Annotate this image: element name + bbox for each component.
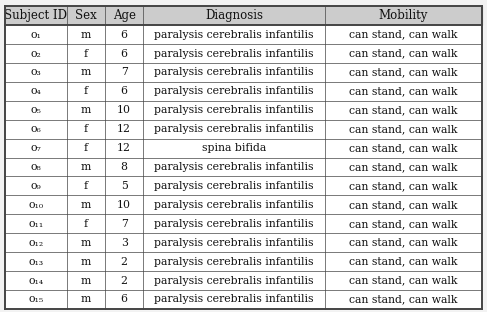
Text: m: m [81, 295, 91, 305]
Text: 7: 7 [121, 67, 128, 77]
Text: o₈: o₈ [31, 162, 41, 172]
Text: 3: 3 [121, 238, 128, 248]
Text: paralysis cerebralis infantilis: paralysis cerebralis infantilis [154, 86, 314, 96]
Bar [5, 233, 482, 252]
Text: paralysis cerebralis infantilis: paralysis cerebralis infantilis [154, 67, 314, 77]
Text: paralysis cerebralis infantilis: paralysis cerebralis infantilis [154, 49, 314, 59]
Text: o₇: o₇ [31, 143, 41, 153]
Text: o₃: o₃ [31, 67, 41, 77]
Text: m: m [81, 275, 91, 285]
Text: 6: 6 [121, 30, 128, 40]
Text: f: f [84, 86, 88, 96]
Text: m: m [81, 162, 91, 172]
Bar [5, 63, 482, 82]
Text: f: f [84, 124, 88, 134]
Text: Subject ID: Subject ID [4, 9, 67, 22]
Text: o₅: o₅ [31, 105, 41, 115]
Text: paralysis cerebralis infantilis: paralysis cerebralis infantilis [154, 124, 314, 134]
Text: can stand, can walk: can stand, can walk [349, 86, 458, 96]
Text: can stand, can walk: can stand, can walk [349, 275, 458, 285]
Text: o₆: o₆ [31, 124, 41, 134]
Text: f: f [84, 181, 88, 191]
Text: paralysis cerebralis infantilis: paralysis cerebralis infantilis [154, 200, 314, 210]
Text: m: m [81, 200, 91, 210]
Bar [5, 271, 482, 290]
Text: f: f [84, 143, 88, 153]
Text: 10: 10 [117, 105, 131, 115]
Bar [5, 139, 482, 158]
Text: 6: 6 [121, 295, 128, 305]
Bar [5, 252, 482, 271]
Text: o₂: o₂ [31, 49, 41, 59]
Bar [5, 177, 482, 195]
Text: can stand, can walk: can stand, can walk [349, 30, 458, 40]
Text: can stand, can walk: can stand, can walk [349, 200, 458, 210]
Text: o₄: o₄ [31, 86, 41, 96]
Text: can stand, can walk: can stand, can walk [349, 49, 458, 59]
Bar [5, 25, 482, 44]
Text: 5: 5 [121, 181, 128, 191]
Text: o₁₀: o₁₀ [28, 200, 43, 210]
Text: can stand, can walk: can stand, can walk [349, 256, 458, 266]
Text: o₁₅: o₁₅ [28, 295, 43, 305]
Bar [5, 6, 482, 25]
Text: Sex: Sex [75, 9, 97, 22]
Text: m: m [81, 30, 91, 40]
Text: 12: 12 [117, 124, 131, 134]
Text: 7: 7 [121, 219, 128, 229]
Text: paralysis cerebralis infantilis: paralysis cerebralis infantilis [154, 162, 314, 172]
Text: can stand, can walk: can stand, can walk [349, 181, 458, 191]
Text: m: m [81, 256, 91, 266]
Text: Mobility: Mobility [379, 9, 428, 22]
Text: 12: 12 [117, 143, 131, 153]
Text: spina bifida: spina bifida [202, 143, 266, 153]
Text: 6: 6 [121, 86, 128, 96]
Text: paralysis cerebralis infantilis: paralysis cerebralis infantilis [154, 219, 314, 229]
Text: can stand, can walk: can stand, can walk [349, 162, 458, 172]
Bar [5, 290, 482, 309]
Text: o₁₄: o₁₄ [28, 275, 43, 285]
Text: paralysis cerebralis infantilis: paralysis cerebralis infantilis [154, 181, 314, 191]
Text: f: f [84, 49, 88, 59]
Text: paralysis cerebralis infantilis: paralysis cerebralis infantilis [154, 30, 314, 40]
Text: f: f [84, 219, 88, 229]
Text: m: m [81, 67, 91, 77]
Text: 8: 8 [121, 162, 128, 172]
Text: paralysis cerebralis infantilis: paralysis cerebralis infantilis [154, 295, 314, 305]
Text: Age: Age [112, 9, 136, 22]
Text: o₁₁: o₁₁ [28, 219, 43, 229]
Text: m: m [81, 238, 91, 248]
Text: 6: 6 [121, 49, 128, 59]
Bar [5, 120, 482, 139]
Bar [5, 44, 482, 63]
Text: 2: 2 [121, 275, 128, 285]
Text: can stand, can walk: can stand, can walk [349, 124, 458, 134]
Text: can stand, can walk: can stand, can walk [349, 238, 458, 248]
Text: can stand, can walk: can stand, can walk [349, 67, 458, 77]
Text: can stand, can walk: can stand, can walk [349, 295, 458, 305]
Text: paralysis cerebralis infantilis: paralysis cerebralis infantilis [154, 105, 314, 115]
Text: m: m [81, 105, 91, 115]
Bar [5, 158, 482, 177]
Bar [5, 195, 482, 214]
Text: o₁: o₁ [31, 30, 41, 40]
Text: can stand, can walk: can stand, can walk [349, 219, 458, 229]
Text: 2: 2 [121, 256, 128, 266]
Bar [5, 214, 482, 233]
Text: o₁₃: o₁₃ [28, 256, 43, 266]
Text: 10: 10 [117, 200, 131, 210]
Text: can stand, can walk: can stand, can walk [349, 105, 458, 115]
Text: can stand, can walk: can stand, can walk [349, 143, 458, 153]
Bar [5, 82, 482, 101]
Text: paralysis cerebralis infantilis: paralysis cerebralis infantilis [154, 256, 314, 266]
Text: paralysis cerebralis infantilis: paralysis cerebralis infantilis [154, 275, 314, 285]
Text: o₁₂: o₁₂ [28, 238, 43, 248]
Text: Diagnosis: Diagnosis [205, 9, 263, 22]
Bar [5, 101, 482, 120]
Text: paralysis cerebralis infantilis: paralysis cerebralis infantilis [154, 238, 314, 248]
Text: o₉: o₉ [31, 181, 41, 191]
